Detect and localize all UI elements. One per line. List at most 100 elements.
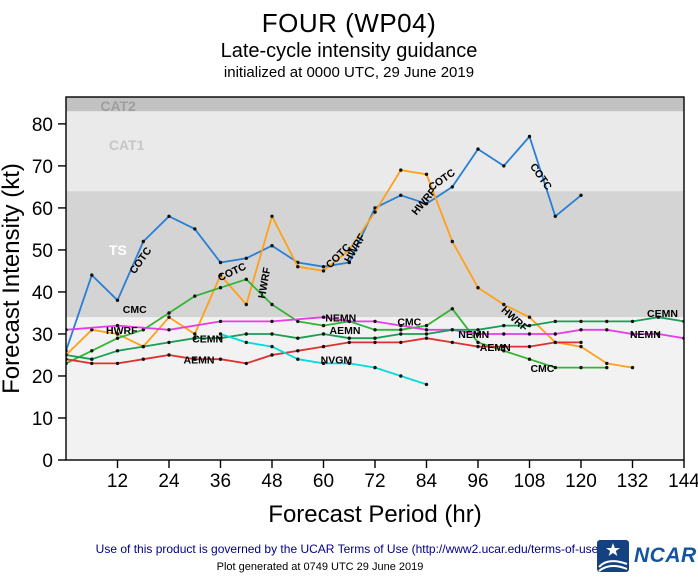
data-point [579,328,583,332]
data-point [373,319,377,324]
data-point [527,315,532,319]
page-title: FOUR (WP04) [261,8,437,38]
series-label-AEMN: AEMN [480,342,511,354]
data-point [218,336,223,340]
data-point [553,365,557,370]
data-point [115,349,120,353]
x-axis-ticks: 12 24 36 48 60 72 84 96 108 120 132 144 [107,460,698,492]
data-point [244,302,248,307]
data-point [553,332,557,336]
data-point [424,336,429,340]
data-point [476,332,480,336]
data-point [605,365,609,370]
series-line-NEMN [66,316,684,340]
data-point [553,214,557,218]
data-point [527,344,532,349]
data-point [502,349,506,353]
data-point [579,365,583,370]
y-tick-label: 40 [32,283,53,304]
data-point [90,361,94,366]
data-point [244,340,248,345]
x-tick-label: 120 [565,471,597,492]
data-point [115,332,120,336]
series-label-CMC: CMC [397,317,421,329]
data-point [218,286,223,290]
x-tick-label: 24 [158,471,180,492]
data-point [296,349,300,353]
data-point [630,319,635,324]
data-point [193,357,197,361]
data-point [296,336,300,340]
data-point [502,332,506,336]
data-point [502,344,506,349]
series-label-AEMN: AEMN [184,354,215,366]
data-point [347,248,351,252]
data-point [115,298,120,302]
data-point [476,328,480,332]
data-point [373,365,377,370]
series-line-CMC [66,278,607,369]
data-point [424,328,429,332]
series-label-CEMN: CEMN [647,308,678,320]
series-label-CEMN: CEMN [192,333,223,345]
data-point [399,168,403,172]
x-tick-label: 84 [416,471,438,492]
data-point [141,344,145,349]
data-point [502,302,506,307]
data-point [399,374,403,378]
data-point [218,319,223,324]
data-point [476,340,480,345]
data-point [218,260,223,265]
data-point [218,332,223,336]
data-point [321,323,326,328]
band-CAT1 [66,111,684,192]
band-label-CAT2: CAT2 [100,98,136,114]
data-point [141,328,145,332]
data-point [141,239,145,244]
data-point [373,336,377,340]
series-points-CEMN [66,315,684,361]
x-tick-label: 60 [313,471,334,492]
data-point [296,265,300,269]
data-point [167,315,171,319]
y-tick-label: 80 [32,115,53,136]
data-point [450,185,454,189]
series-label-HWRF: HWRF [106,325,138,337]
data-point [321,361,326,366]
y-tick-label: 60 [32,199,53,220]
x-axis-title: Forecast Period (hr) [268,501,481,528]
x-tick-label: 48 [261,471,282,492]
data-point [502,323,506,328]
data-point [347,319,351,324]
data-point [321,265,326,269]
terms-of-use-text[interactable]: Use of this product is governed by the U… [95,542,603,556]
data-point [296,357,300,361]
series-label-NEMN: NEMN [458,329,489,341]
data-point [115,336,120,340]
data-point [244,332,248,336]
band-label-TS: TS [109,242,127,258]
data-point [193,294,197,298]
series-label-HWRF: HWRF [256,266,273,300]
data-point [450,328,454,332]
data-point [244,361,248,366]
data-point [373,328,377,332]
ncar-logo-text: NCAR [634,544,697,567]
data-point [115,323,120,328]
ncar-logo-icon [597,540,629,572]
data-point [527,323,532,328]
x-tick-label: 12 [107,471,128,492]
data-point [605,328,609,332]
data-point [527,332,532,336]
data-point [579,344,583,349]
data-point [141,357,145,361]
data-point [270,214,274,218]
data-point [630,332,635,336]
data-point [399,323,403,328]
y-tick-label: 50 [32,241,53,262]
x-tick-label: 108 [514,471,546,492]
data-point [167,340,171,345]
data-point [90,357,94,361]
data-point [399,193,403,197]
band-label-CAT1: CAT1 [109,137,145,153]
